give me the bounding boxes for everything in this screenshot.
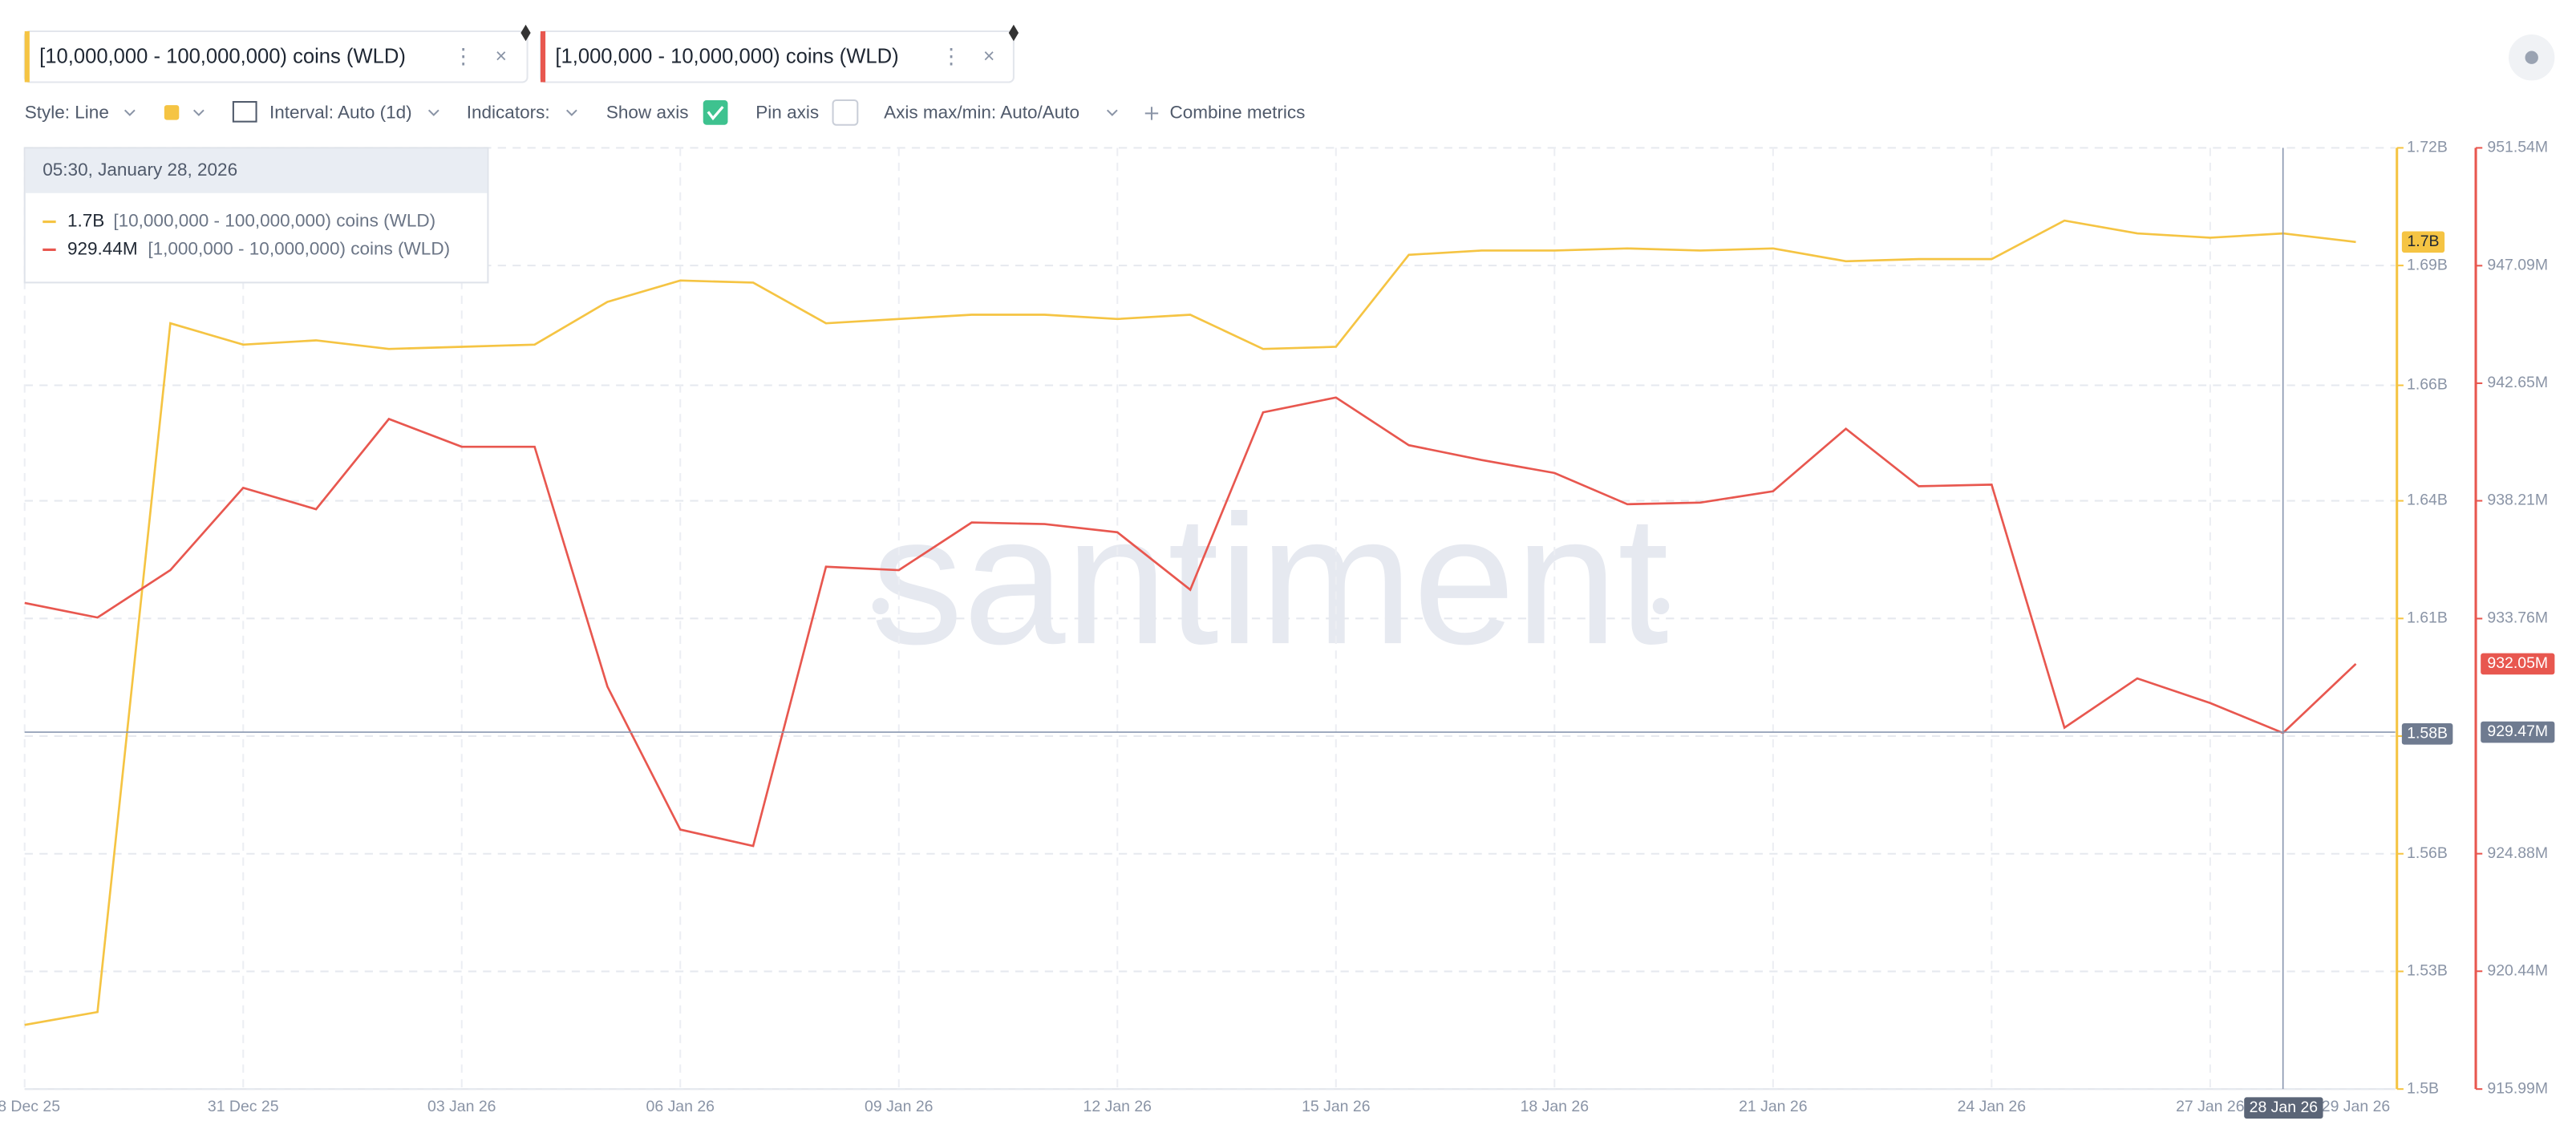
x-tick-label: 28 Dec 25 xyxy=(0,1098,60,1115)
y-tick-label: 1.72B xyxy=(2407,139,2448,156)
combine-metrics[interactable]: Combine metrics xyxy=(1170,102,1306,122)
crosshair-y-label-bg xyxy=(2401,723,2453,745)
tooltip-series: [1,000,000 - 10,000,000) coins (WLD) xyxy=(148,238,450,258)
crosshair-y2-label: 929.47M xyxy=(2487,722,2548,740)
eth-icon xyxy=(1008,24,1019,42)
x-tick-label: 27 Jan 26 xyxy=(2176,1098,2244,1115)
tooltip-header xyxy=(25,148,488,193)
plus-icon xyxy=(1144,107,1159,120)
series-line xyxy=(24,219,2356,1026)
x-tick-label: 06 Jan 26 xyxy=(646,1098,715,1115)
x-tick-label: 09 Jan 26 xyxy=(865,1098,933,1115)
chip-menu[interactable]: ⋮ xyxy=(452,44,474,68)
color-picker[interactable] xyxy=(164,105,180,120)
plot: 1.5B 1.53B 1.56B 1.58B 1.61B 1.64B 1.66B 1.69B 1… xyxy=(0,139,2555,1119)
metric-chip[interactable]: [10,000,000 - 100,000,000) coins (WLD) ⋮… xyxy=(23,24,531,83)
x-tick-label: 18 Jan 26 xyxy=(1521,1098,1589,1115)
metric-chip[interactable]: [1,000,000 - 10,000,000) coins (WLD) ⋮ × xyxy=(539,24,1019,83)
tooltip-series: [10,000,000 - 100,000,000) coins (WLD) xyxy=(113,211,435,231)
chevron xyxy=(124,109,136,116)
y2-tick-label: 938.21M xyxy=(2487,492,2548,509)
y-tick-label: 1.66B xyxy=(2407,376,2448,394)
last-value-y-bg xyxy=(2401,231,2445,253)
y-tick-label: 1.53B xyxy=(2407,962,2448,980)
chip-label: [1,000,000 - 10,000,000) coins (WLD) xyxy=(555,46,898,68)
y2-tick-label: 942.65M xyxy=(2487,374,2548,391)
chip-label: [10,000,000 - 100,000,000) coins (WLD) xyxy=(39,46,406,68)
y2-tick-label: 951.54M xyxy=(2487,139,2548,156)
tooltip-title: 05:30, January 28, 2026 xyxy=(43,160,237,180)
chip-color xyxy=(540,30,546,83)
y-tick-label: 1.5B xyxy=(2407,1079,2439,1097)
y-tick-label: 1.56B xyxy=(2407,844,2448,862)
watermark-dot xyxy=(1652,597,1670,615)
settings-dot xyxy=(2525,51,2538,64)
x-tick-label: 31 Dec 25 xyxy=(208,1098,279,1115)
check xyxy=(707,106,724,121)
x-tick-label: 15 Jan 26 xyxy=(1302,1098,1370,1115)
watermark: santiment xyxy=(871,476,1670,682)
interval-icon xyxy=(232,101,257,123)
tooltip-value: 1.7B xyxy=(67,211,104,231)
chip-close[interactable]: × xyxy=(983,46,994,67)
x-tick-label: 03 Jan 26 xyxy=(427,1098,496,1115)
y-tick-label: 1.64B xyxy=(2407,492,2448,509)
chevron xyxy=(427,109,439,116)
x-tick-label: 12 Jan 26 xyxy=(1083,1098,1152,1115)
series-line xyxy=(24,396,2357,848)
chevron xyxy=(1106,109,1118,116)
interval-select[interactable]: Interval: Auto (1d) xyxy=(269,102,412,122)
crosshair-y2-label-bg xyxy=(2481,721,2555,743)
tooltip-value: 929.44M xyxy=(67,238,138,258)
last-value-y2: 932.05M xyxy=(2487,654,2548,672)
watermark-text: santiment xyxy=(871,476,1669,682)
pin-axis-label: Pin axis xyxy=(755,102,819,122)
chip-color xyxy=(24,30,30,83)
crosshair-y-label: 1.58B xyxy=(2407,724,2448,742)
x-tick-label: 29 Jan 26 xyxy=(2322,1098,2390,1115)
y-tick-label: 1.61B xyxy=(2407,609,2448,626)
crosshair-x-label-bg xyxy=(2244,1097,2323,1119)
style-select[interactable]: Style: Line xyxy=(25,102,109,122)
show-axis-label: Show axis xyxy=(606,102,689,122)
tooltip: 05:30, January 28, 2026 1.7B [10,000,000… xyxy=(23,147,489,284)
y2-tick-label: 924.88M xyxy=(2487,844,2548,862)
pin-axis-checkbox[interactable] xyxy=(832,99,859,126)
indicators-select[interactable]: Indicators: xyxy=(467,102,550,122)
toolbar: Style: Line Interval: Auto (1d) Indicato… xyxy=(25,99,1306,126)
chip-close[interactable]: × xyxy=(496,46,507,67)
y2-tick-label: 915.99M xyxy=(2487,1079,2548,1097)
show-axis-checkbox[interactable] xyxy=(703,100,728,125)
watermark-dot xyxy=(872,597,889,615)
chip-menu[interactable]: ⋮ xyxy=(941,44,962,68)
last-value-y2-bg xyxy=(2481,653,2555,675)
chevron xyxy=(565,109,577,116)
y-tick-label: 1.69B xyxy=(2407,256,2448,273)
crosshair-x-label: 28 Jan 26 xyxy=(2250,1099,2318,1116)
axis-minmax-select[interactable]: Axis max/min: Auto/Auto xyxy=(884,102,1079,122)
chevron xyxy=(192,109,205,116)
x-tick-label: 24 Jan 26 xyxy=(1958,1098,2026,1115)
last-value-y: 1.7B xyxy=(2407,233,2439,250)
y2-tick-label: 920.44M xyxy=(2487,961,2548,979)
x-tick-label: 21 Jan 26 xyxy=(1739,1098,1807,1115)
y2-tick-label: 933.76M xyxy=(2487,609,2548,627)
y2-tick-label: 947.09M xyxy=(2487,256,2548,273)
